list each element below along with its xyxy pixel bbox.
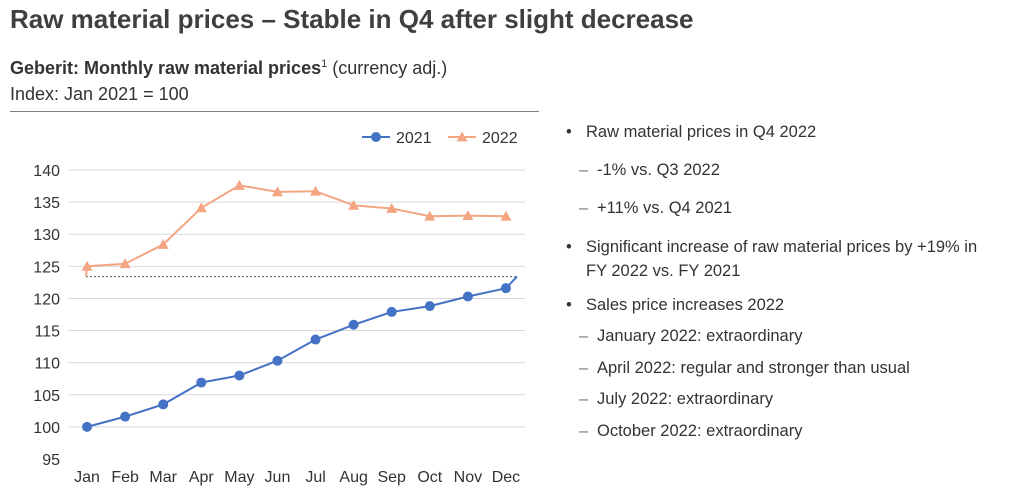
sub-bullet-item: – October 2022: extraordinary bbox=[579, 420, 802, 442]
x-tick-label-jul: Jul bbox=[305, 469, 325, 486]
sub-bullet-item: – April 2022: regular and stronger than u… bbox=[579, 357, 910, 379]
index-baseline-note: Index: Jan 2021 = 100 bbox=[10, 84, 189, 104]
point-2022-may bbox=[233, 179, 245, 190]
point-2022-mar bbox=[157, 238, 169, 249]
y-tick-label-115: 115 bbox=[34, 324, 60, 341]
y-tick-label-140: 140 bbox=[33, 163, 60, 180]
y-tick-label-135: 135 bbox=[33, 195, 60, 212]
sub-bullet-text: +11% vs. Q4 2021 bbox=[597, 199, 732, 217]
dash-icon: – bbox=[579, 422, 589, 440]
legend-label-2021: 2021 bbox=[396, 130, 432, 147]
bullet-dot: • bbox=[566, 296, 572, 314]
x-tick-label-dec: Dec bbox=[492, 469, 520, 486]
legend-marker-2021 bbox=[371, 132, 381, 142]
page-title: Raw material prices – Stable in Q4 after… bbox=[10, 4, 694, 34]
bullet-item: • Significant increase of raw material pr… bbox=[566, 235, 977, 283]
dash-icon: – bbox=[579, 199, 589, 217]
point-2022-feb bbox=[119, 258, 131, 269]
series-line-2022 bbox=[85, 184, 506, 277]
y-tick-label-95: 95 bbox=[42, 452, 60, 469]
sub-bullet-item: – July 2022: extraordinary bbox=[579, 388, 773, 410]
bullet-text: Sales price increases 2022 bbox=[586, 296, 785, 314]
sub-bullet-text: -1% vs. Q3 2022 bbox=[597, 161, 720, 179]
x-axis-tick-labels: Jan Feb Mar Apr May Jun Jul Aug Sep Oct Nov Dec bbox=[74, 469, 520, 486]
y-tick-label-110: 110 bbox=[34, 356, 60, 373]
chart-series bbox=[81, 179, 518, 432]
footnote-marker: 1 bbox=[321, 58, 328, 70]
chart-legend: 2021 2022 bbox=[362, 130, 518, 147]
point-2022-apr bbox=[195, 202, 207, 213]
sub-bullet-text: October 2022: extraordinary bbox=[597, 422, 803, 440]
y-tick-label-105: 105 bbox=[33, 388, 60, 405]
sub-bullet-text: January 2022: extraordinary bbox=[597, 327, 803, 345]
legend-marker-2022 bbox=[456, 131, 468, 142]
x-tick-label-sep: Sep bbox=[377, 469, 406, 486]
point-2021-aug bbox=[348, 319, 359, 330]
sub-bullet-item: – January 2022: extraordinary bbox=[579, 325, 802, 347]
x-tick-label-mar: Mar bbox=[149, 469, 177, 486]
y-axis-tick-labels: 95 100 105 110 115 120 125 130 135 140 bbox=[33, 163, 60, 469]
raw-material-price-chart: 95 100 105 110 115 120 125 130 135 140 Jan Feb Mar A… bbox=[33, 130, 525, 486]
point-2021-dec bbox=[500, 283, 511, 294]
point-2022-jan bbox=[81, 260, 93, 271]
subtitle-bold: Geberit: Monthly raw material prices bbox=[10, 58, 322, 78]
point-2021-jan bbox=[82, 421, 93, 432]
point-2022-jul bbox=[310, 185, 322, 196]
series-line-2021 bbox=[86, 275, 518, 428]
x-tick-label-may: May bbox=[224, 469, 254, 486]
y-tick-label-120: 120 bbox=[33, 291, 60, 308]
x-tick-label-oct: Oct bbox=[417, 469, 442, 486]
dash-icon: – bbox=[579, 359, 589, 377]
dash-icon: – bbox=[579, 390, 589, 408]
point-2022-dec bbox=[500, 210, 512, 221]
point-2021-sep bbox=[386, 306, 397, 317]
point-2021-nov bbox=[462, 291, 473, 302]
x-tick-label-jun: Jun bbox=[265, 469, 291, 486]
dash-icon: – bbox=[579, 161, 589, 179]
x-tick-label-feb: Feb bbox=[111, 469, 139, 486]
point-2021-may bbox=[234, 370, 245, 381]
point-2022-oct bbox=[424, 210, 436, 221]
bullet-dot: • bbox=[566, 123, 572, 141]
point-2021-feb bbox=[120, 411, 131, 422]
point-2021-jul bbox=[310, 334, 321, 345]
point-2022-sep bbox=[386, 203, 398, 213]
bullet-text-continued: FY 2022 vs. FY 2021 bbox=[586, 262, 741, 280]
sub-bullet-item: – -1% vs. Q3 2022 bbox=[579, 159, 720, 181]
point-2022-jun bbox=[271, 186, 283, 197]
subtitle-rest: (currency adj.) bbox=[327, 58, 448, 78]
x-tick-label-jan: Jan bbox=[74, 469, 100, 486]
legend-label-2022: 2022 bbox=[482, 130, 518, 147]
bullet-text: Raw material prices in Q4 2022 bbox=[586, 123, 817, 141]
sub-bullet-text: April 2022: regular and stronger than us… bbox=[597, 359, 910, 377]
x-tick-label-nov: Nov bbox=[454, 469, 482, 486]
bullet-item: • Sales price increases 2022 bbox=[566, 293, 784, 317]
point-2022-nov bbox=[462, 210, 474, 220]
chart-subtitle: Geberit: Monthly raw material prices1 (c… bbox=[10, 58, 447, 79]
point-2021-apr bbox=[196, 377, 207, 388]
sub-bullet-text: July 2022: extraordinary bbox=[597, 390, 774, 408]
y-tick-label-130: 130 bbox=[33, 227, 60, 244]
point-2021-mar bbox=[158, 399, 169, 410]
dash-icon: – bbox=[579, 327, 589, 345]
y-tick-label-100: 100 bbox=[33, 420, 60, 437]
bullet-dot: • bbox=[566, 238, 572, 256]
x-tick-label-aug: Aug bbox=[339, 469, 367, 486]
point-2021-oct bbox=[424, 301, 435, 312]
gridlines bbox=[68, 169, 525, 428]
bullet-text: Significant increase of raw material pri… bbox=[586, 238, 978, 280]
point-2022-aug bbox=[348, 199, 360, 210]
sub-bullet-item: – +11% vs. Q4 2021 bbox=[579, 197, 732, 219]
y-tick-label-125: 125 bbox=[33, 259, 60, 276]
header-divider bbox=[10, 111, 539, 112]
x-tick-label-apr: Apr bbox=[189, 469, 215, 486]
point-2021-jun bbox=[272, 355, 283, 366]
bullet-item: • Raw material prices in Q4 2022 bbox=[566, 120, 816, 144]
